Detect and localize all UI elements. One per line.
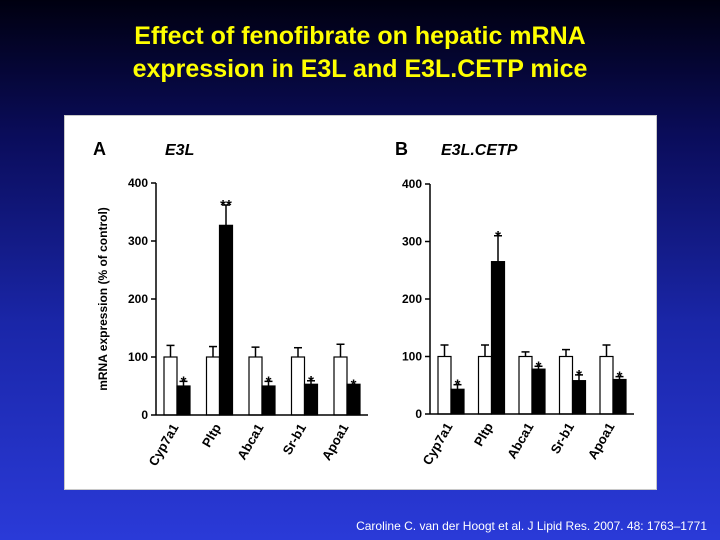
panel-b-significance-mark: * xyxy=(536,358,542,375)
panel-a-category-label: Apoa1 xyxy=(319,421,352,463)
panel-a-letter: A xyxy=(93,139,106,159)
panel-b-bar-sr-b1-treated xyxy=(571,380,587,415)
panel-b-bar-pltp-treated xyxy=(490,261,506,415)
figure-panel: A E3L 0 100 200 300 400 mRNA expression (% of c… xyxy=(64,115,657,490)
panel-a-significance-mark: * xyxy=(266,373,272,390)
panel-b-bar-abca1-treated xyxy=(531,368,546,415)
panel-b-category-label: Sr-b1 xyxy=(547,420,577,456)
panel-b-significance-mark: * xyxy=(495,228,501,245)
panel-b-significance-mark: * xyxy=(455,377,461,394)
panel-b-letter: B xyxy=(395,139,408,159)
citation: Caroline C. van der Hoogt et al. J Lipid… xyxy=(356,519,707,533)
panel-b-category-label: Apoa1 xyxy=(585,420,618,462)
panel-b-bar-sr-b1-control xyxy=(558,355,574,415)
panel-a-category-label: Pltp xyxy=(199,421,224,450)
panel-b-bar-apoa1-control xyxy=(599,355,614,415)
panel-a-bar-cyp7a1-control xyxy=(163,356,178,416)
panel-a-y-tick-label: 100 xyxy=(128,350,148,364)
panel-b-bar-abca1-control xyxy=(518,355,533,415)
slide-title-line-2: expression in E3L and E3L.CETP mice xyxy=(132,55,588,83)
panel-a-significance-mark: ** xyxy=(220,197,232,214)
panel-b-significance-mark: * xyxy=(576,367,582,384)
panel-a-y-tick-label: 0 xyxy=(141,408,148,422)
panel-a-significance-mark: * xyxy=(351,376,357,393)
panel-a-bar-sr-b1-control xyxy=(290,356,306,416)
panel-b-y-tick-label: 200 xyxy=(402,292,422,306)
panel-a-significance-mark: * xyxy=(308,373,314,390)
slide-title: Effect of fenofibrate on hepatic mRNA ex… xyxy=(0,20,720,86)
panel-b-significance-mark: * xyxy=(617,369,623,386)
panel-b-category-label: Cyp7a1 xyxy=(419,420,455,468)
panel-b-y-tick-label: 0 xyxy=(415,407,422,421)
slide-title-line-1: Effect of fenofibrate on hepatic mRNA xyxy=(134,22,586,50)
panel-b-y-tick-label: 400 xyxy=(402,177,422,191)
panel-a-bar-apoa1-control xyxy=(333,356,348,416)
panel-b-bar-cyp7a1-control xyxy=(437,355,452,415)
panel-b-category-label: Abca1 xyxy=(504,420,537,461)
panel-a-significance-mark: * xyxy=(181,373,187,390)
panel-a-category-label: Sr-b1 xyxy=(279,421,309,457)
panel-a-category-label: Abca1 xyxy=(234,421,267,462)
panel-a-category-label: Cyp7a1 xyxy=(145,421,181,469)
panel-a-y-tick-label: 200 xyxy=(128,292,148,306)
panel-b-bar-pltp-control xyxy=(477,355,493,415)
panel-a-title: E3L xyxy=(165,142,194,159)
bar-charts: A E3L 0 100 200 300 400 mRNA expression (% of c… xyxy=(93,139,634,469)
panel-b-category-label: Pltp xyxy=(471,420,496,449)
panel-a-bar-pltp-control xyxy=(205,356,221,416)
panel-b-y-tick-label: 300 xyxy=(402,235,422,249)
panel-a-y-axis-label: mRNA expression (% of control) xyxy=(96,207,110,391)
panel-a-bar-abca1-control xyxy=(248,356,263,416)
panel-b-y-tick-label: 100 xyxy=(402,350,422,364)
panel-b-title: E3L.CETP xyxy=(441,142,518,159)
panel-a-bar-pltp-treated xyxy=(218,224,234,416)
panel-a-y-tick-label: 400 xyxy=(128,176,148,190)
panel-a-y-tick-label: 300 xyxy=(128,234,148,248)
